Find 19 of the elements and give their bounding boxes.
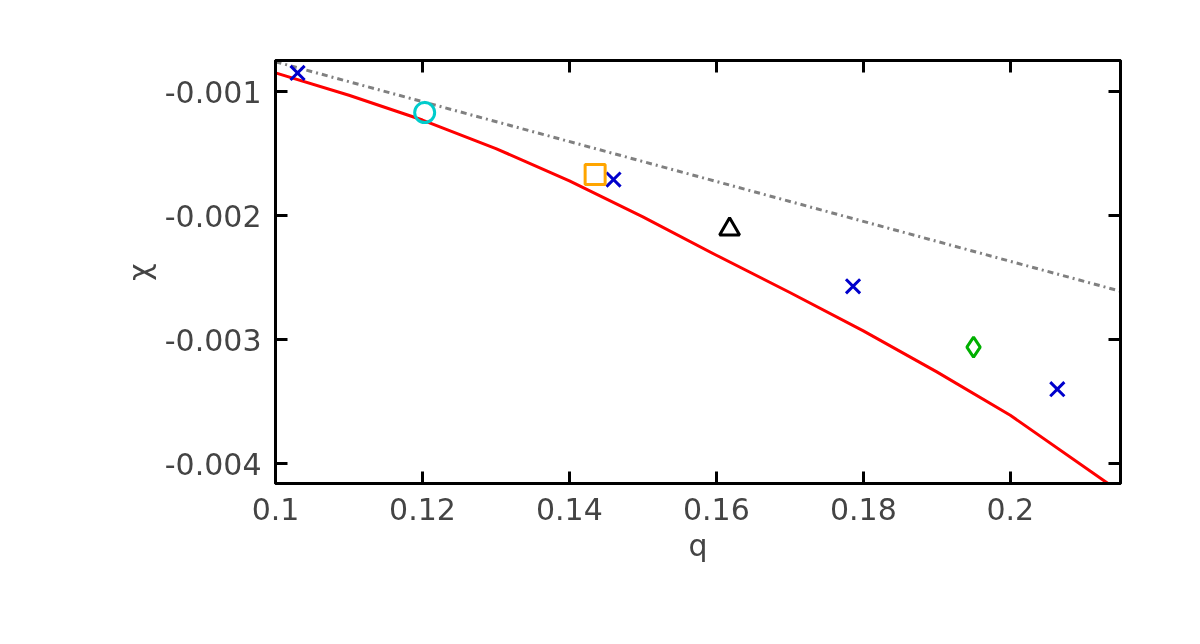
x-axis-title: q [688, 527, 708, 563]
x-tick-label: 0.2 [986, 491, 1035, 527]
x-tick-label: 0.14 [536, 491, 603, 527]
y-tick-label: -0.003 [164, 322, 262, 358]
y-tick-label: -0.001 [164, 74, 262, 110]
point [413, 101, 437, 125]
point [844, 277, 862, 295]
x-tick-label: 0.16 [682, 491, 750, 527]
y-axis-title: χ [121, 263, 157, 281]
point [604, 171, 623, 189]
x-tick-label: 0.1 [251, 491, 300, 527]
point [1048, 380, 1066, 398]
point [288, 64, 307, 82]
y-tick-label: -0.002 [164, 198, 262, 234]
y-tick-label: -0.004 [164, 446, 262, 482]
x-tick-label: 0.18 [829, 491, 897, 527]
point [583, 163, 607, 187]
point [965, 335, 982, 359]
x-tick-label: 0.12 [389, 491, 456, 527]
